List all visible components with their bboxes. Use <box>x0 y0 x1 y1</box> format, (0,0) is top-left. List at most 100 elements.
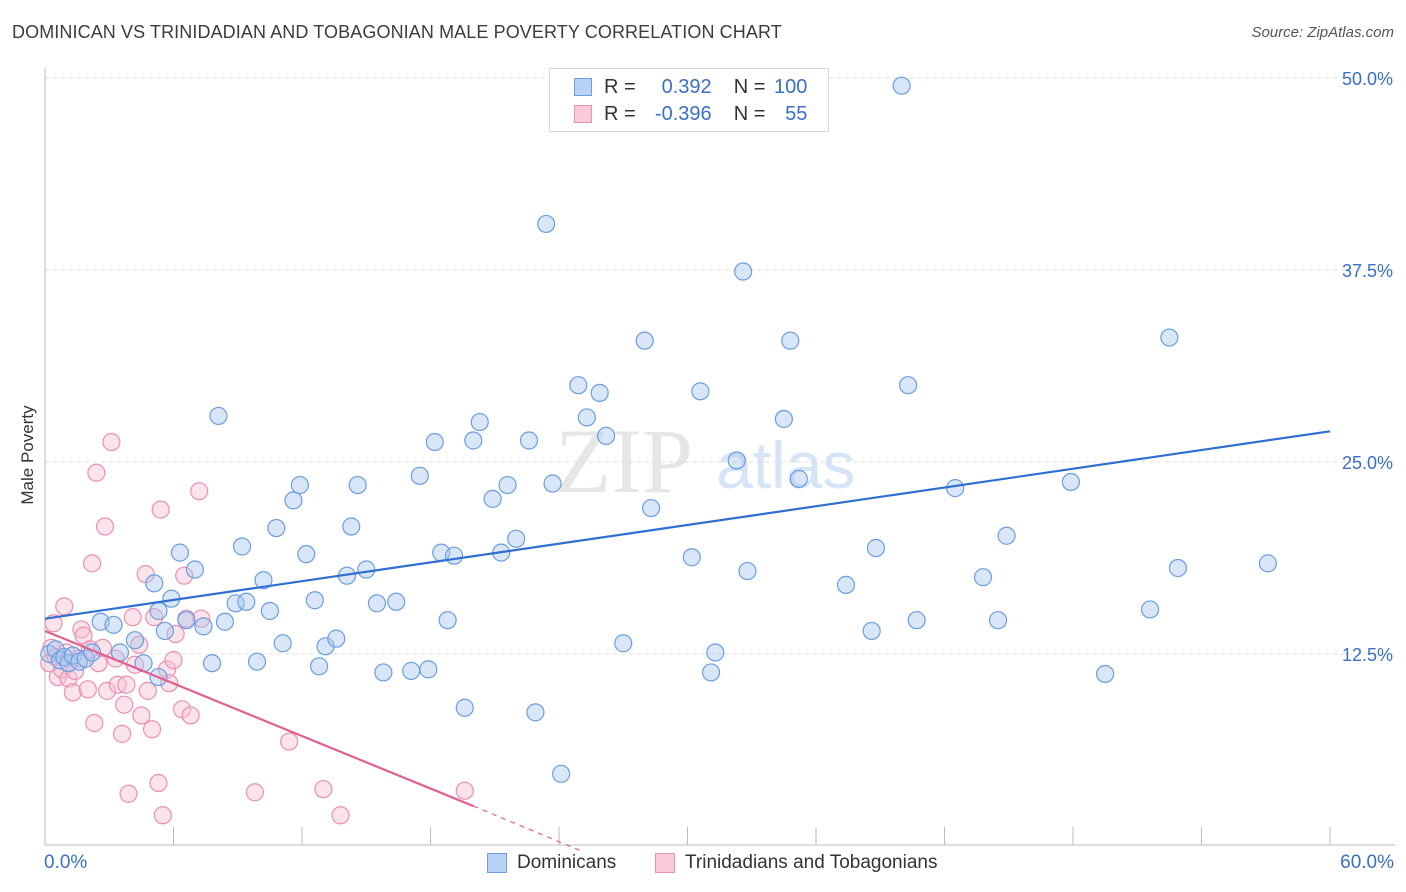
x-axis-max-label: 60.0% <box>1340 852 1394 873</box>
dominican-point <box>498 475 517 495</box>
dominican-point <box>284 491 303 510</box>
trinidadian-point <box>117 675 136 694</box>
trinidadian-point <box>78 680 97 699</box>
dominican-point <box>590 383 609 402</box>
y-tick-labels: 12.5% 25.0% 37.5% 50.0% <box>1342 69 1393 665</box>
dominican-point <box>734 262 753 281</box>
dominican-point <box>348 475 367 495</box>
dominican-point <box>247 652 267 671</box>
dominican-point <box>215 612 234 631</box>
trinidadian-point <box>85 714 104 733</box>
dominican-point <box>177 611 196 630</box>
legend-r-value: 0.392 <box>661 75 712 98</box>
dominican-point <box>155 621 175 641</box>
series-legend: Dominicans Trinidadians and Tobagonians <box>0 852 1406 876</box>
dominican-point <box>1168 558 1188 578</box>
dominican-point <box>149 601 168 621</box>
dominican-point <box>273 634 292 653</box>
dominican-point <box>410 466 429 485</box>
dominican-point <box>866 538 886 558</box>
dominican-point <box>597 426 616 445</box>
dominican-point <box>836 575 856 594</box>
trinidadian-point <box>87 463 106 482</box>
dominican-point <box>569 376 588 395</box>
trinidadian-point <box>151 500 170 519</box>
legend-swatch-dominicans <box>487 853 507 873</box>
dominican-point <box>374 663 393 682</box>
dominican-point <box>519 431 539 450</box>
dominican-point <box>327 629 346 648</box>
trinidadian-point <box>166 624 185 644</box>
dominican-point <box>537 214 556 234</box>
legend-item-trinidadians: Trinidadians and Tobagonians <box>655 852 937 874</box>
trinidadian-point <box>112 724 132 743</box>
dominican-point <box>1096 664 1115 684</box>
dominican-point <box>781 331 800 350</box>
legend-row-dominicans: R = 0.392 N = 100 <box>574 76 807 98</box>
correlation-legend: R = 0.392 N = 100 R = -0.396 N = 55 <box>549 68 829 132</box>
axes <box>44 68 1395 846</box>
dominican-point <box>438 611 457 630</box>
watermark: ZIP atlas <box>555 410 855 512</box>
dominican-point <box>444 546 464 565</box>
trinidadian-point <box>175 566 194 585</box>
dominican-point <box>552 764 571 783</box>
legend-swatch-trinidadians <box>655 853 675 873</box>
dominican-point <box>738 561 757 581</box>
legend-r-label: R = <box>604 75 636 98</box>
legend-row-trinidadians: R = -0.396 N = 55 <box>574 103 807 125</box>
dominican-point <box>988 611 1008 630</box>
watermark-zip: ZIP <box>555 410 693 512</box>
dominican-point <box>892 76 911 95</box>
dominican-point <box>774 409 793 429</box>
trinidadian-point <box>95 517 115 536</box>
dominican-point <box>419 660 438 679</box>
dominican-point <box>973 568 993 587</box>
dominican-point <box>727 451 746 470</box>
dominican-point <box>425 432 444 452</box>
dominican-point <box>862 621 881 641</box>
trinidadian-point <box>115 695 134 714</box>
dominican-point <box>946 479 965 498</box>
legend-r-value: -0.396 <box>654 102 712 125</box>
dominican-point <box>1140 600 1160 619</box>
dominican-point <box>104 615 123 634</box>
series-dominicans-points <box>40 76 1277 783</box>
dominican-point <box>507 529 526 548</box>
legend-swatch-pink <box>574 105 592 123</box>
dominican-point <box>543 474 562 493</box>
dominican-point <box>310 657 329 676</box>
dominican-point <box>145 574 164 593</box>
dominican-point <box>209 406 228 426</box>
dominican-point <box>470 412 489 432</box>
legend-n-value: 55 <box>785 102 808 125</box>
legend-swatch-blue <box>574 78 592 96</box>
dominican-point <box>577 408 596 427</box>
dominican-point <box>202 654 222 673</box>
trinidadian-point <box>181 706 200 725</box>
chart-title: DOMINICAN VS TRINIDADIAN AND TOBAGONIAN … <box>12 22 782 42</box>
legend-label-trinidadians: Trinidadians and Tobagonians <box>685 852 938 873</box>
source-label: Source: ZipAtlas.com <box>1251 24 1394 41</box>
dominican-point <box>185 560 205 579</box>
trinidadian-point <box>83 554 102 573</box>
trinidadian-point <box>280 732 299 751</box>
dominican-point <box>170 543 190 562</box>
trinidadian-point <box>190 482 209 501</box>
dominican-point <box>526 703 545 722</box>
dominican-point <box>898 376 918 395</box>
trinidadian-point <box>331 806 350 825</box>
dominican-point <box>641 498 661 518</box>
x-axis-min-label: 0.0% <box>44 852 88 873</box>
legend-n-value: 100 <box>774 75 808 98</box>
y-tick-label: 12.5% <box>1342 645 1393 665</box>
trinidadians-trend-extension <box>473 805 581 852</box>
dominican-point <box>682 548 701 567</box>
dominican-point <box>342 517 361 536</box>
dominican-point <box>357 560 376 579</box>
legend-n-label: N = <box>733 75 766 98</box>
dominican-point <box>297 545 316 564</box>
trinidadian-point <box>63 683 82 702</box>
trinidadians-trend-line <box>44 629 474 808</box>
